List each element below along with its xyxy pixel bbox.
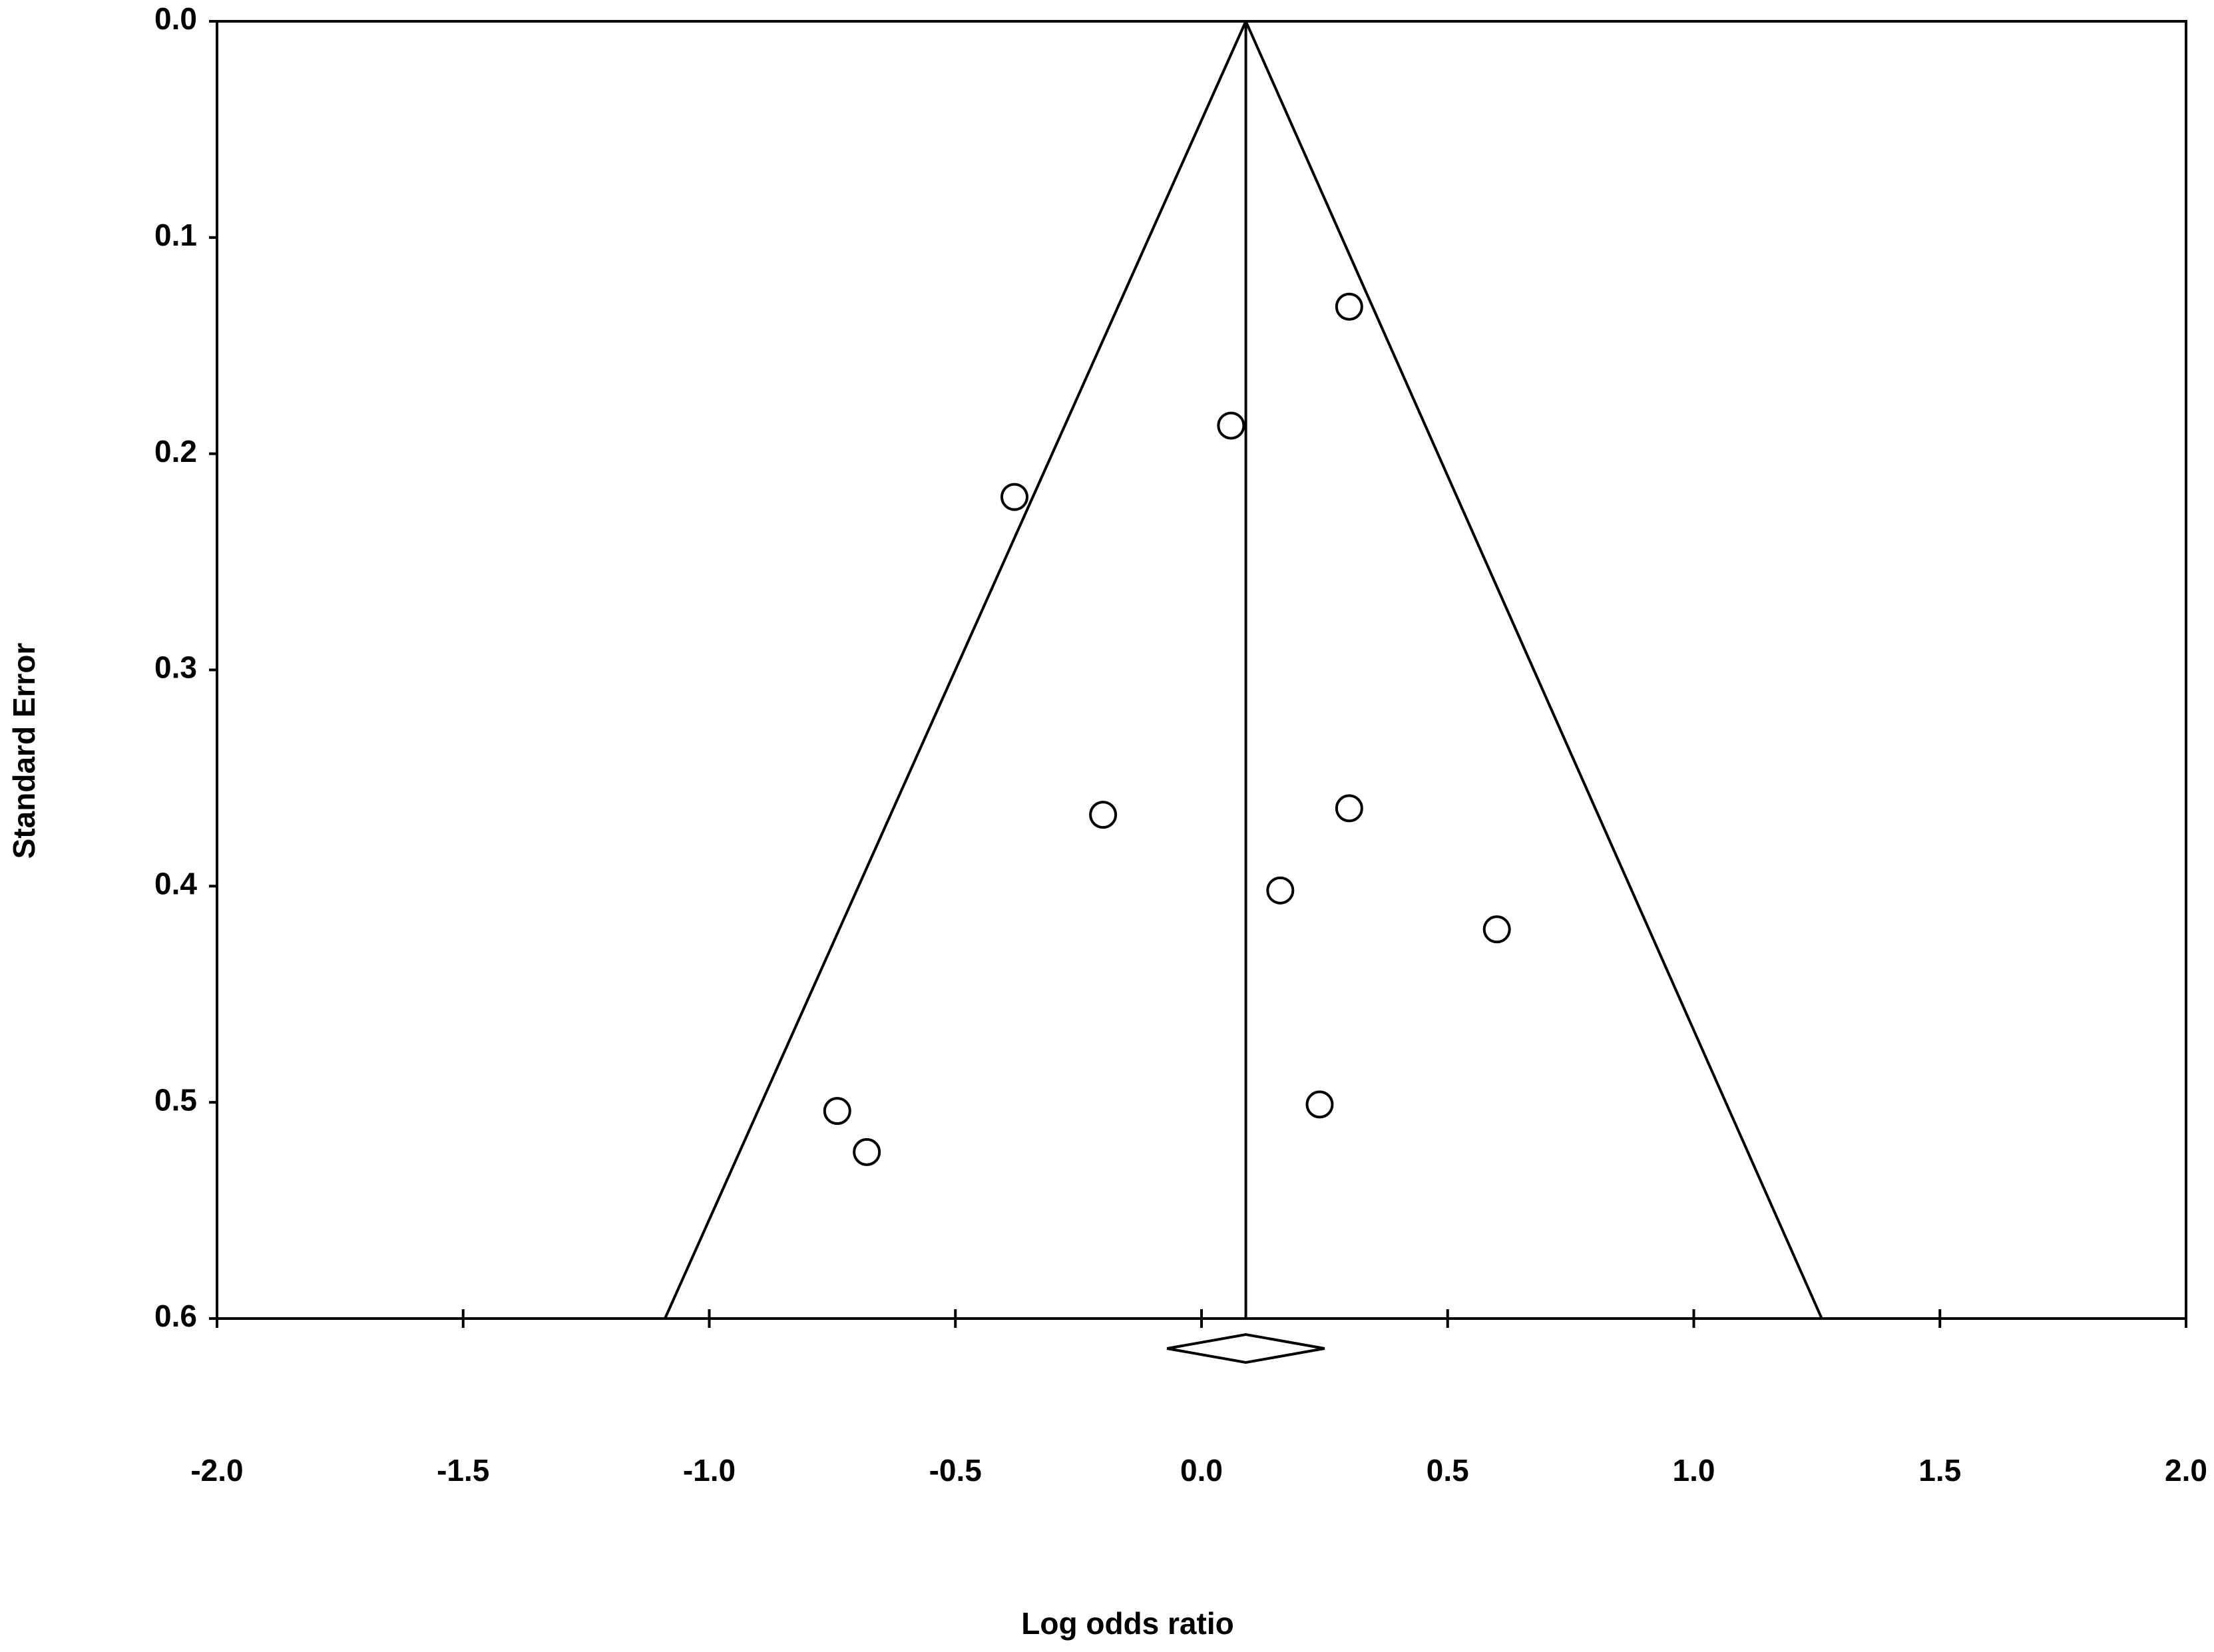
x-tick-label: -1.5 (437, 1453, 489, 1488)
y-tick-label: 0.0 (154, 1, 197, 36)
pooled-diamond (1166, 1333, 1325, 1364)
study-point (1266, 876, 1295, 905)
study-point (1335, 292, 1363, 321)
y-tick-label: 0.2 (154, 434, 197, 469)
study-point (823, 1097, 851, 1126)
study-point (1089, 801, 1118, 829)
x-tick-label: 1.0 (1673, 1453, 1715, 1488)
x-tick-label: 2.0 (2165, 1453, 2207, 1488)
x-tick-label: 0.5 (1427, 1453, 1469, 1488)
study-point (1305, 1090, 1334, 1119)
y-tick-label: 0.1 (154, 218, 197, 252)
y-axis-title: Standard Error (7, 643, 41, 859)
y-tick-label: 0.4 (154, 866, 197, 901)
y-tick-label: 0.3 (154, 650, 197, 685)
x-tick-label: -0.5 (929, 1453, 982, 1488)
x-tick-label: -1.0 (683, 1453, 736, 1488)
x-tick-label: 1.5 (1918, 1453, 1961, 1488)
study-point (853, 1137, 881, 1166)
study-point (1000, 483, 1028, 511)
x-tick-label: -2.0 (190, 1453, 243, 1488)
funnel-line (1244, 21, 1823, 1319)
y-tick-label: 0.5 (154, 1082, 197, 1117)
x-axis-title: Log odds ratio (1021, 1606, 1233, 1641)
study-point (1335, 794, 1363, 823)
x-tick-label: 0.0 (1180, 1453, 1223, 1488)
study-point (1217, 411, 1245, 440)
plot-frame (216, 20, 2187, 1320)
y-tick-label: 0.6 (154, 1299, 197, 1333)
funnel-line (664, 21, 1247, 1319)
study-point (1482, 915, 1511, 944)
